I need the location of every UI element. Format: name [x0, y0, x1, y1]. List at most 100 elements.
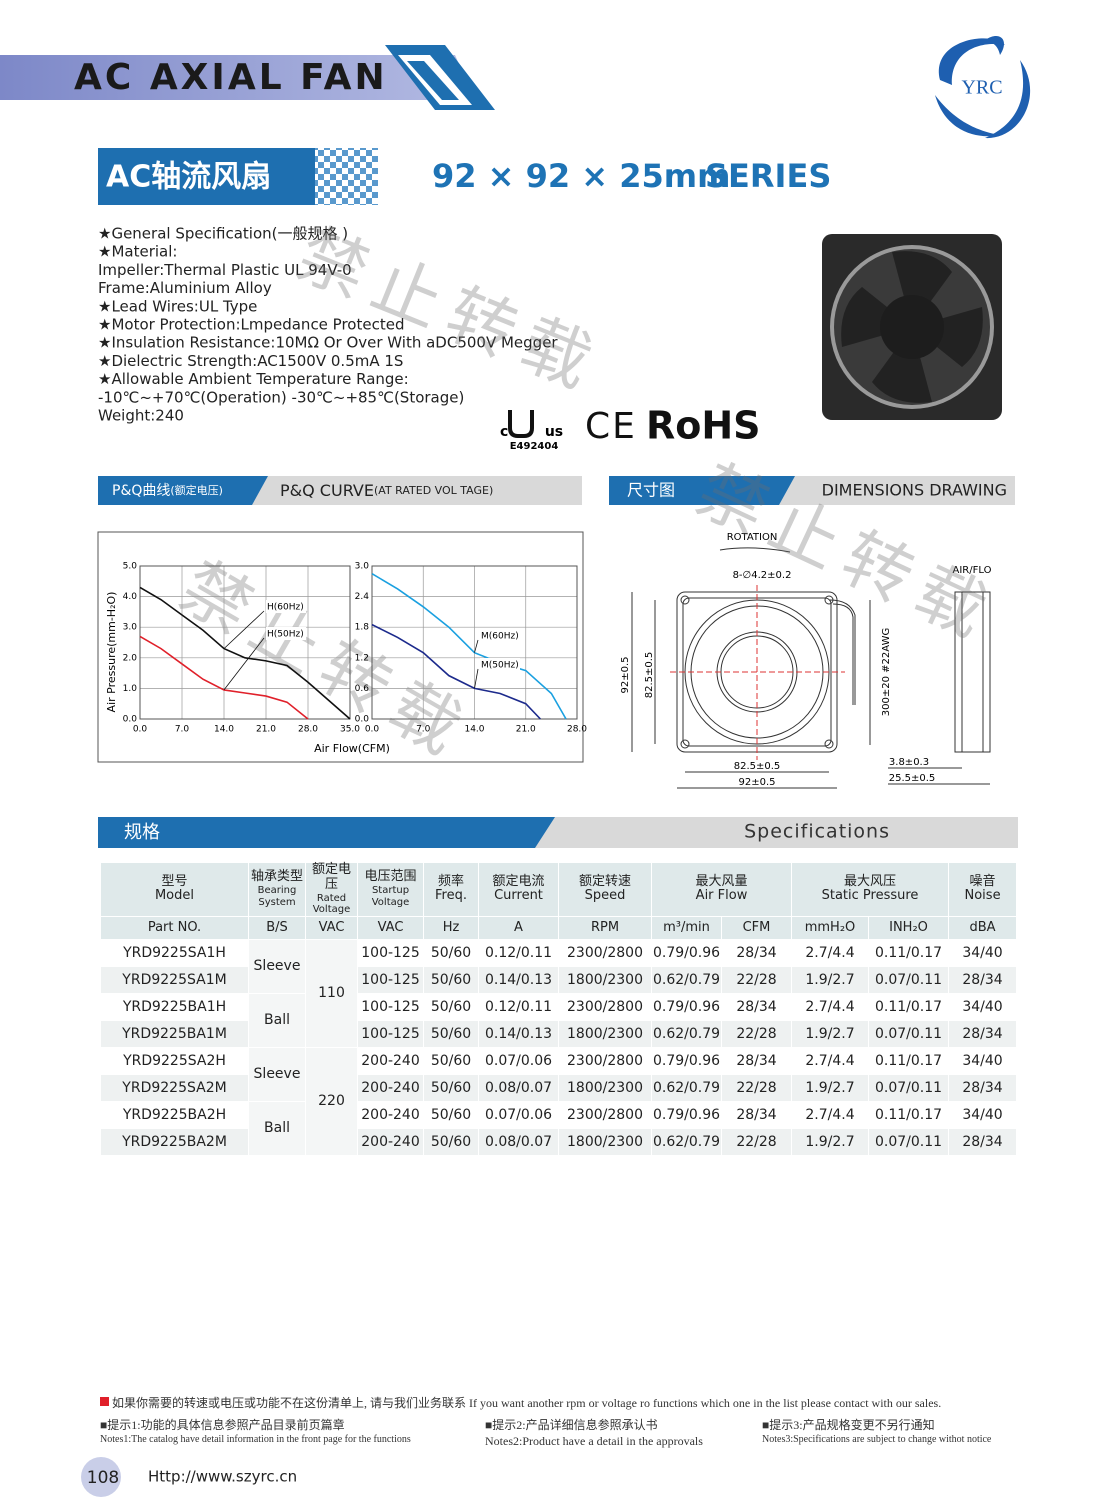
data-row: YRD9225SA2M 200-240 50/60 0.08/0.07 1800/230… [100, 1073, 1018, 1102]
value-cell: 50/60 [423, 1127, 479, 1156]
value-cell: 1.9/2.7 [791, 965, 870, 994]
y-tick-label: 0.0 [355, 715, 370, 725]
value-cell: 1800/2300 [558, 1073, 652, 1102]
x-tick-label: 0.0 [133, 725, 148, 735]
unit-cell: B/S [248, 915, 306, 940]
value-cell: 50/60 [423, 1019, 479, 1048]
spec-line: -10℃~+70℃(Operation) -30℃~+85℃(Storage) [98, 388, 464, 406]
value-cell: 50/60 [423, 1100, 479, 1129]
x-tick-label: 0.0 [365, 725, 380, 735]
note-en: Notes1:The catalog have detail informati… [100, 1434, 411, 1445]
spec-table: 型号 Model 轴承类型 Bearing System 额定电压 Rated Volta… [100, 862, 1018, 1156]
contact-line: 如果你需要的转速或电压或功能不在这份清单上, 请与我们业务联系 If you w… [112, 1396, 942, 1410]
value-cell: 50/60 [423, 1046, 479, 1075]
value-cell: 2300/2800 [558, 938, 652, 967]
page-title: AC AXIAL FAN [74, 57, 388, 98]
note-en: Notes3:Specifications are subject to cha… [762, 1434, 992, 1445]
header-en: Model [154, 888, 195, 904]
bearing-cell: Sleeve [248, 938, 306, 994]
header-cn: 频率 [437, 873, 464, 889]
logo: YRC [935, 35, 1031, 139]
header-band [0, 55, 475, 100]
x-tick-label: 14.0 [214, 725, 234, 735]
units-row: Part NO. B/S VAC VAC Hz A RPM m³/min CFM mmH₂O INH… [100, 915, 1018, 940]
value-cell: 50/60 [423, 992, 479, 1021]
pq-curve [371, 623, 541, 720]
value-cell: 34/40 [948, 938, 1018, 967]
header-en: Rated Voltage [312, 892, 351, 916]
logo-text: YRC [961, 77, 1002, 99]
data-row: YRD9225BA2M 200-240 50/60 0.08/0.07 1800/230… [100, 1127, 1018, 1156]
page-number-badge [81, 1457, 121, 1497]
value-cell: 1800/2300 [558, 1127, 652, 1156]
ul-file: E492404 [510, 441, 559, 452]
header-cell: 额定转速 Speed [558, 862, 652, 917]
product-size: 92 × 92 × 25mm [432, 157, 730, 195]
dim-depth: 25.5±0.5 [889, 773, 936, 784]
value-cell: 2.7/4.4 [791, 938, 870, 967]
value-cell: 100-125 [357, 992, 424, 1021]
x-tick-label: 21.0 [516, 725, 536, 735]
curve-label: M(60Hz) [481, 632, 519, 642]
x-tick-label: 7.0 [175, 725, 190, 735]
spec-banner-tab [98, 817, 555, 848]
value-cell: 0.62/0.79 [651, 1127, 722, 1156]
data-row: YRD9225SA1M 100-125 50/60 0.14/0.13 1800/230… [100, 965, 1018, 994]
dims-title-cn: 尺寸图 [627, 481, 675, 500]
data-row: YRD9225BA1M 100-125 50/60 0.14/0.13 1800/230… [100, 1019, 1018, 1048]
header-cell: 额定电流 Current [478, 862, 559, 917]
unit-cell: INH₂O [868, 915, 950, 940]
value-cell: 0.12/0.11 [478, 938, 559, 967]
dim-flange: 3.8±0.3 [889, 757, 929, 768]
header-stripe [407, 61, 459, 100]
ul-mark: c us E492404 [500, 410, 563, 452]
dims-title-en: DIMENSIONS DRAWING [822, 481, 1007, 500]
header-cn: 额定转速 [578, 873, 631, 889]
value-cell: 2300/2800 [558, 1046, 652, 1075]
value-cell: 2300/2800 [558, 1100, 652, 1129]
y-tick-label: 1.0 [123, 684, 138, 694]
value-cell: 0.14/0.13 [478, 1019, 559, 1048]
model-cell: YRD9225SA1M [100, 965, 249, 994]
spec-line: ★Insulation Resistance:10MΩ Or Over With… [98, 334, 558, 352]
y-tick-label: 3.0 [355, 562, 370, 572]
header-cn: 电压范围 [364, 869, 417, 885]
unit-cell: Hz [423, 915, 479, 940]
pq-frame [97, 531, 584, 763]
voltage-cell: 110 [305, 938, 358, 1048]
dim-holes: 8-∅4.2±0.2 [733, 570, 792, 581]
y-tick-label: 1.2 [355, 653, 369, 663]
data-row: YRD9225BA1H Ball 100-125 50/60 0.12/0.11 2300… [100, 992, 1018, 1048]
spec-line: ★Dielectric Strength:AC1500V 0.5mA 1S [98, 352, 403, 370]
spec-line: ★Lead Wires:UL Type [98, 297, 257, 315]
value-cell: 100-125 [357, 1019, 424, 1048]
header-en: Bearing System [257, 885, 297, 908]
title-pattern [315, 148, 378, 205]
leader-line [474, 639, 479, 653]
value-cell: 2.7/4.4 [791, 1046, 870, 1075]
value-cell: 2.7/4.4 [791, 992, 870, 1021]
y-tick-label: 5.0 [123, 562, 138, 572]
model-cell: YRD9225SA1H [100, 938, 249, 967]
contact-bullet [100, 1397, 109, 1406]
value-cell: 0.62/0.79 [651, 1073, 722, 1102]
value-cell: 28/34 [720, 992, 793, 1021]
value-cell: 0.12/0.11 [478, 992, 559, 1021]
pq-title-cn-main: P&Q曲线 [112, 483, 170, 499]
bearing-cell: Sleeve [248, 1046, 306, 1102]
value-cell: 0.07/0.11 [868, 965, 950, 994]
x-tick-label: 7.0 [416, 725, 431, 735]
dim-lead: 300±20 #22AWG [881, 628, 892, 716]
value-cell: 2300/2800 [558, 992, 652, 1021]
note-en: Notes2:Product have a detail in the appr… [485, 1434, 703, 1448]
y-tick-label: 0.0 [123, 715, 138, 725]
fan-photo [822, 234, 1002, 420]
value-cell: 200-240 [357, 1100, 424, 1129]
data-row: YRD9225SA1H Sleeve 110 100-125 50/60 0.12/0.1… [100, 938, 1018, 1048]
unit-cell: VAC [305, 915, 358, 940]
header-row: 型号 Model 轴承类型 Bearing System 额定电压 Rated Volta… [100, 862, 1018, 917]
header-en: Freq. [435, 888, 467, 904]
value-cell: 22/28 [720, 1019, 793, 1048]
spec-line: ★Material: [98, 243, 177, 261]
